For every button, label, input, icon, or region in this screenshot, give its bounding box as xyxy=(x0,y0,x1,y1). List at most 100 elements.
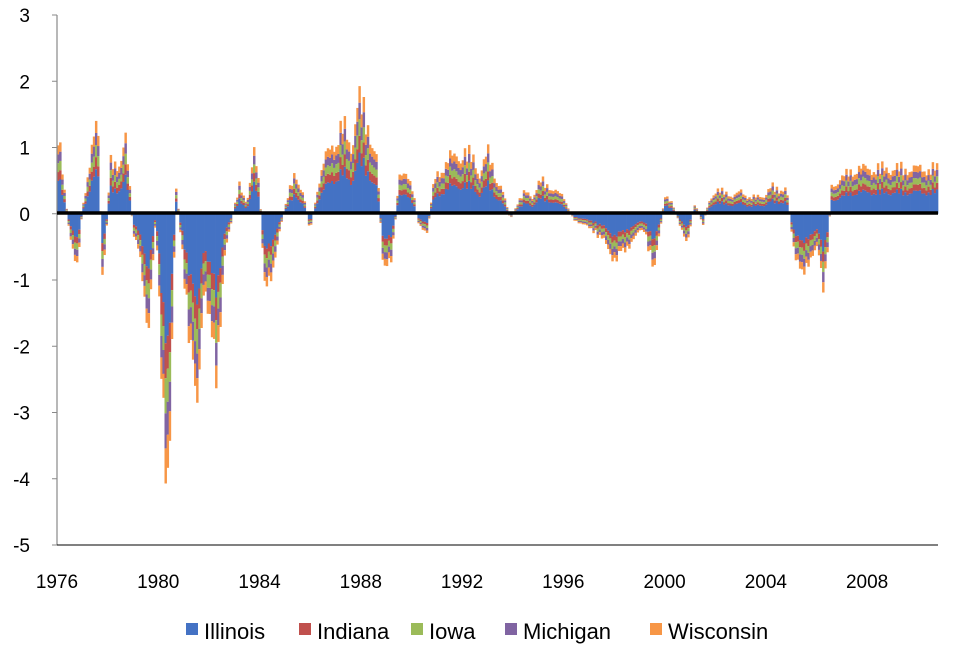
bar-segment xyxy=(84,203,87,214)
bar-segment xyxy=(219,282,222,298)
bar-segment xyxy=(352,171,355,181)
bar-segment xyxy=(451,170,454,179)
bar-segment xyxy=(402,173,406,179)
bar-segment xyxy=(522,199,526,203)
bar-segment xyxy=(811,250,814,256)
bar-segment xyxy=(830,188,833,193)
bar-segment xyxy=(295,192,298,198)
bar-segment xyxy=(303,202,307,205)
bar-segment xyxy=(672,209,675,211)
bar-segment xyxy=(162,349,165,374)
bar-segment xyxy=(356,121,359,136)
bar-segment xyxy=(501,203,505,214)
bar-segment xyxy=(175,195,178,199)
bar-segment xyxy=(200,268,203,284)
bar-segment xyxy=(723,202,726,205)
bar-segment xyxy=(720,187,724,192)
bar-segment xyxy=(206,300,210,314)
bar-segment xyxy=(653,245,656,252)
bar-segment xyxy=(733,196,737,200)
bar-segment xyxy=(864,184,867,191)
bar-segment xyxy=(699,217,703,218)
bar-segment xyxy=(796,253,800,260)
bar-segment xyxy=(602,234,606,238)
bar-segment xyxy=(518,198,522,201)
bar-segment xyxy=(61,194,64,214)
bar-segment xyxy=(619,241,623,247)
bar-segment xyxy=(714,193,718,197)
bar-segment xyxy=(558,195,562,199)
bar-segment xyxy=(390,256,393,263)
bar-segment xyxy=(430,208,433,214)
bar-segment xyxy=(423,213,427,222)
bar-segment xyxy=(335,146,338,156)
bar-segment xyxy=(478,196,481,214)
bar-segment xyxy=(712,195,715,198)
bar-segment xyxy=(775,197,779,201)
bar-segment xyxy=(893,170,897,176)
bar-segment xyxy=(111,192,115,214)
bar-segment xyxy=(373,167,376,176)
bar-segment xyxy=(65,210,68,211)
bar-segment xyxy=(234,204,237,206)
bar-segment xyxy=(822,272,825,283)
bar-segment xyxy=(676,213,680,216)
bar-segment xyxy=(394,218,397,220)
bar-segment xyxy=(925,175,928,181)
bar-segment xyxy=(208,274,212,288)
bar-segment xyxy=(801,262,804,270)
bar-segment xyxy=(375,169,378,178)
bar-segment xyxy=(326,148,330,157)
bar-segment xyxy=(179,229,182,233)
bar-segment xyxy=(845,174,848,181)
bar-segment xyxy=(392,213,395,226)
bar-segment xyxy=(693,206,696,208)
bar-segment xyxy=(872,193,876,214)
bar-segment xyxy=(897,193,901,214)
bar-segment xyxy=(177,210,180,212)
bar-segment xyxy=(73,254,77,262)
bar-segment xyxy=(322,189,326,214)
bar-segment xyxy=(147,213,151,269)
bar-segment xyxy=(904,180,907,187)
bar-segment xyxy=(88,191,92,214)
bar-segment xyxy=(735,192,739,196)
bar-segment xyxy=(373,175,376,184)
bar-segment xyxy=(739,198,743,203)
bar-segment xyxy=(583,213,587,219)
bar-segment xyxy=(141,213,144,247)
bar-segment xyxy=(333,159,336,168)
bar-segment xyxy=(354,170,357,214)
bar-segment xyxy=(853,195,857,214)
bar-segment xyxy=(347,151,351,161)
bar-segment xyxy=(196,329,199,354)
bar-segment xyxy=(554,199,557,203)
bar-segment xyxy=(737,194,741,198)
bar-segment xyxy=(404,173,408,180)
bar-segment xyxy=(767,195,770,199)
bar-segment xyxy=(739,192,743,196)
bar-segment xyxy=(685,233,688,238)
bar-segment xyxy=(166,401,170,435)
bar-segment xyxy=(845,168,848,175)
bar-segment xyxy=(807,213,810,240)
bar-segment xyxy=(685,230,688,234)
bar-segment xyxy=(847,195,850,214)
bar-segment xyxy=(141,246,144,255)
bar-segment xyxy=(838,197,842,214)
bar-segment xyxy=(680,221,684,224)
bar-segment xyxy=(541,181,545,187)
bar-segment xyxy=(746,206,749,214)
bar-segment xyxy=(925,190,928,196)
bar-segment xyxy=(307,220,311,223)
bar-segment xyxy=(748,205,751,214)
bar-segment xyxy=(541,195,545,214)
bar-segment xyxy=(642,229,646,233)
bar-segment xyxy=(337,162,340,172)
bar-segment xyxy=(482,180,486,188)
bar-segment xyxy=(809,251,812,258)
bar-segment xyxy=(786,202,789,205)
bar-segment xyxy=(533,199,536,203)
bar-segment xyxy=(630,213,633,228)
bar-segment xyxy=(682,227,686,231)
